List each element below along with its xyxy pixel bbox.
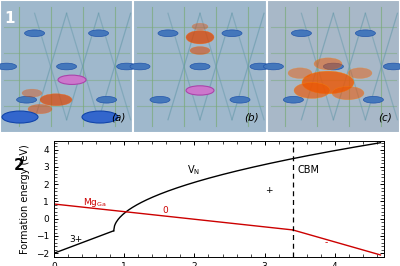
Circle shape [0, 63, 17, 70]
Circle shape [97, 97, 117, 103]
Text: -: - [324, 238, 328, 247]
Ellipse shape [294, 82, 330, 98]
Circle shape [17, 97, 37, 103]
Bar [133, 0, 267, 133]
Text: 1: 1 [4, 11, 14, 26]
Text: V$_\mathrm{N}$: V$_\mathrm{N}$ [188, 163, 200, 177]
Circle shape [222, 30, 242, 37]
Text: +: + [265, 186, 272, 195]
Text: (c): (c) [378, 112, 392, 122]
Ellipse shape [40, 94, 72, 106]
Circle shape [186, 86, 214, 95]
Circle shape [263, 63, 283, 70]
Circle shape [150, 97, 170, 103]
Ellipse shape [186, 31, 214, 44]
Bar [267, 0, 400, 133]
Circle shape [82, 111, 118, 123]
Circle shape [89, 30, 109, 37]
Circle shape [230, 97, 250, 103]
Ellipse shape [348, 68, 372, 78]
Circle shape [355, 30, 375, 37]
Circle shape [25, 30, 45, 37]
Circle shape [324, 63, 344, 70]
Circle shape [190, 63, 210, 70]
Ellipse shape [302, 71, 354, 94]
Ellipse shape [190, 47, 210, 55]
Ellipse shape [314, 58, 342, 70]
Circle shape [250, 63, 270, 70]
Circle shape [130, 63, 150, 70]
Text: 0: 0 [163, 206, 168, 215]
Text: Mg$_{\mathrm{Ga}}$: Mg$_{\mathrm{Ga}}$ [84, 196, 107, 209]
Circle shape [363, 97, 383, 103]
Circle shape [2, 111, 38, 123]
Text: (a): (a) [111, 112, 125, 122]
Ellipse shape [22, 89, 42, 97]
Circle shape [57, 63, 77, 70]
Text: 3+: 3+ [70, 235, 83, 244]
Bar [0, 0, 133, 133]
Text: (b): (b) [244, 112, 259, 122]
Circle shape [58, 75, 86, 85]
Ellipse shape [192, 23, 208, 30]
Text: 2: 2 [14, 158, 25, 173]
Circle shape [292, 30, 312, 37]
Text: CBM: CBM [298, 165, 320, 175]
Ellipse shape [28, 105, 52, 114]
Ellipse shape [288, 68, 312, 78]
Y-axis label: Formation energy (eV): Formation energy (eV) [20, 144, 30, 254]
Circle shape [158, 30, 178, 37]
Circle shape [284, 97, 304, 103]
Ellipse shape [332, 86, 364, 100]
Circle shape [117, 63, 137, 70]
Circle shape [384, 63, 400, 70]
